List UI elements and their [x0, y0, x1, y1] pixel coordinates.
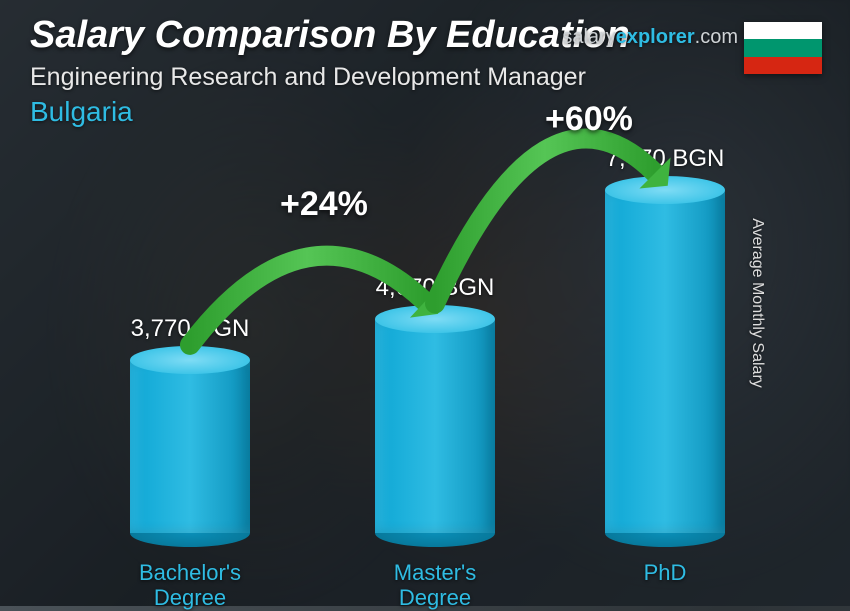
bar-2 [605, 190, 725, 533]
bar-category-label-0: Bachelor'sDegree [139, 560, 241, 611]
flag-stripe-2 [744, 39, 822, 56]
bar-front-1 [375, 319, 495, 533]
y-axis-label: Average Monthly Salary [748, 218, 766, 388]
bar-cap-2 [605, 176, 725, 204]
bar-group-1: 4,670 BGNMaster'sDegree [375, 319, 495, 538]
flag-stripe-3 [744, 57, 822, 74]
watermark-part3: .com [695, 26, 738, 48]
bar-group-0: 3,770 BGNBachelor'sDegree [130, 360, 250, 538]
bar-front-0 [130, 360, 250, 533]
bar-category-label-1: Master'sDegree [394, 560, 476, 611]
flag-stripe-1 [744, 22, 822, 39]
bar-front-2 [605, 190, 725, 533]
flag-bulgaria [744, 22, 822, 74]
chart-subtitle: Engineering Research and Development Man… [30, 63, 820, 92]
bar-category-label-2: PhD [644, 560, 687, 585]
bar-0 [130, 360, 250, 533]
bar-cap-1 [375, 305, 495, 333]
growth-arrow-label-0: +24% [280, 185, 368, 224]
bar-1 [375, 319, 495, 533]
bar-value-label-1: 4,670 BGN [335, 274, 535, 302]
watermark: salaryexplorer.com [562, 26, 738, 49]
watermark-part1: salary [562, 26, 615, 48]
bar-cap-0 [130, 346, 250, 374]
bar-value-label-2: 7,470 BGN [565, 145, 765, 173]
bar-group-2: 7,470 BGNPhD [605, 190, 725, 538]
watermark-part2: explorer [616, 26, 695, 48]
bar-value-label-0: 3,770 BGN [90, 315, 290, 343]
chart-country: Bulgaria [30, 96, 820, 128]
